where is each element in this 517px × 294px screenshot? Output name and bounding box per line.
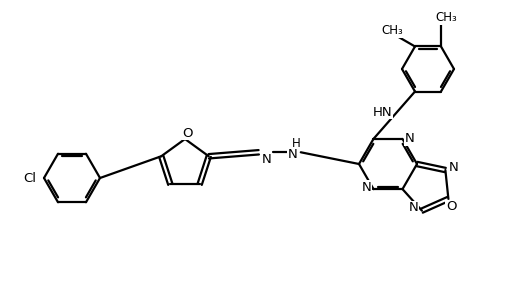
Text: N: N — [262, 153, 271, 166]
Text: O: O — [183, 126, 193, 139]
Text: N: N — [409, 201, 419, 214]
Text: CH₃: CH₃ — [381, 24, 403, 37]
Text: Cl: Cl — [23, 171, 36, 185]
Text: CH₃: CH₃ — [435, 11, 457, 24]
Text: N: N — [288, 148, 298, 161]
Text: HN: HN — [372, 106, 392, 119]
Text: N: N — [361, 181, 371, 194]
Text: H: H — [292, 137, 300, 150]
Text: O: O — [446, 201, 457, 213]
Text: N: N — [448, 161, 458, 173]
Text: N: N — [405, 132, 414, 146]
